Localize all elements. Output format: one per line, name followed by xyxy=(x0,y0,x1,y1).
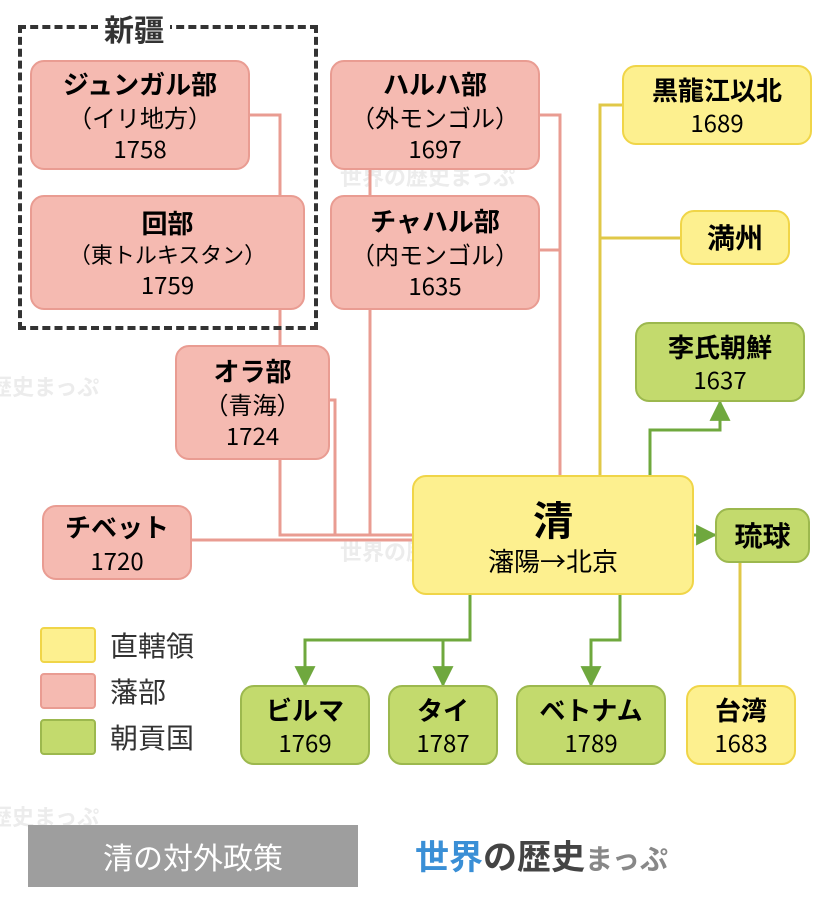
node-taiwan: 台湾 1683 xyxy=(686,685,796,765)
node-title: 回部 xyxy=(32,206,303,240)
node-year: 1789 xyxy=(518,726,664,757)
node-qing: 清 瀋陽→北京 xyxy=(412,475,694,595)
legend-label: 朝貢国 xyxy=(110,717,194,757)
node-year: 1759 xyxy=(32,268,303,299)
node-title: 琉球 xyxy=(717,517,808,553)
brand-logo: 世界の歴史まっぷ xyxy=(415,830,668,879)
node-title: オラ部 xyxy=(177,354,328,388)
node-year: 1689 xyxy=(624,106,810,137)
legend-row-pink: 藩部 xyxy=(40,671,194,711)
node-title: 満州 xyxy=(682,219,788,255)
node-title: ビルマ xyxy=(242,693,368,727)
node-year: 1635 xyxy=(332,269,538,300)
diagram-canvas: 世界の歴史まっぷ 世界の歴史まっぷ 歴史まっぷ 歴史まっぷ xyxy=(0,0,824,917)
node-title: ジュンガル部 xyxy=(32,67,248,101)
node-year: 1758 xyxy=(32,132,248,163)
node-year: 1697 xyxy=(332,132,538,163)
legend-swatch-pink xyxy=(40,673,96,709)
xinjiang-label: 新疆 xyxy=(98,6,170,50)
node-title: タイ xyxy=(390,693,496,727)
node-year: 1637 xyxy=(637,363,803,394)
brand-part-3: まっぷ xyxy=(585,838,668,878)
node-manchu: 満州 xyxy=(680,210,790,265)
legend-swatch-green xyxy=(40,719,96,755)
node-sub: 瀋陽→北京 xyxy=(414,544,692,578)
node-title: ベトナム xyxy=(518,693,664,727)
node-year: 1720 xyxy=(44,544,190,575)
node-heilong: 黒龍江以北 1689 xyxy=(622,65,812,145)
legend-row-yellow: 直轄領 xyxy=(40,625,194,665)
node-sub: （東トルキスタン） xyxy=(32,240,303,269)
node-sub: （青海） xyxy=(177,388,328,419)
brand-part-2: の歴史 xyxy=(483,830,585,879)
node-year: 1724 xyxy=(177,419,328,450)
node-oirat: オラ部 （青海） 1724 xyxy=(175,345,330,460)
node-year: 1769 xyxy=(242,726,368,757)
node-joseon: 李氏朝鮮 1637 xyxy=(635,322,805,402)
watermark: 歴史まっぷ xyxy=(0,370,99,402)
node-vietnam: ベトナム 1789 xyxy=(516,685,666,765)
node-ryukyu: 琉球 xyxy=(715,508,810,563)
legend-label: 藩部 xyxy=(110,671,166,711)
legend: 直轄領 藩部 朝貢国 xyxy=(40,625,194,763)
node-title: チベット xyxy=(44,510,190,544)
node-chahar: チャハル部 （内モンゴル） 1635 xyxy=(330,195,540,310)
node-title: 清 xyxy=(414,492,692,544)
node-title: チャハル部 xyxy=(332,204,538,238)
legend-row-green: 朝貢国 xyxy=(40,717,194,757)
legend-swatch-yellow xyxy=(40,627,96,663)
node-title: 台湾 xyxy=(688,693,794,727)
node-burma: ビルマ 1769 xyxy=(240,685,370,765)
node-sub: （内モンゴル） xyxy=(332,238,538,269)
footer-title: 清の対外政策 xyxy=(28,825,358,887)
node-dzungar: ジュンガル部 （イリ地方） 1758 xyxy=(30,60,250,170)
node-tibet: チベット 1720 xyxy=(42,505,192,580)
node-year: 1683 xyxy=(688,726,794,757)
node-year: 1787 xyxy=(390,726,496,757)
legend-label: 直轄領 xyxy=(110,625,194,665)
node-sub: （イリ地方） xyxy=(32,101,248,132)
brand-part-1: 世界 xyxy=(415,830,483,879)
node-sub: （外モンゴル） xyxy=(332,101,538,132)
node-khalkha: ハルハ部 （外モンゴル） 1697 xyxy=(330,60,540,170)
node-title: 李氏朝鮮 xyxy=(637,330,803,364)
node-thai: タイ 1787 xyxy=(388,685,498,765)
footer-text: 清の対外政策 xyxy=(103,834,283,878)
node-title: 黒龍江以北 xyxy=(624,73,810,107)
node-title: ハルハ部 xyxy=(332,67,538,101)
node-kaibu: 回部 （東トルキスタン） 1759 xyxy=(30,195,305,310)
